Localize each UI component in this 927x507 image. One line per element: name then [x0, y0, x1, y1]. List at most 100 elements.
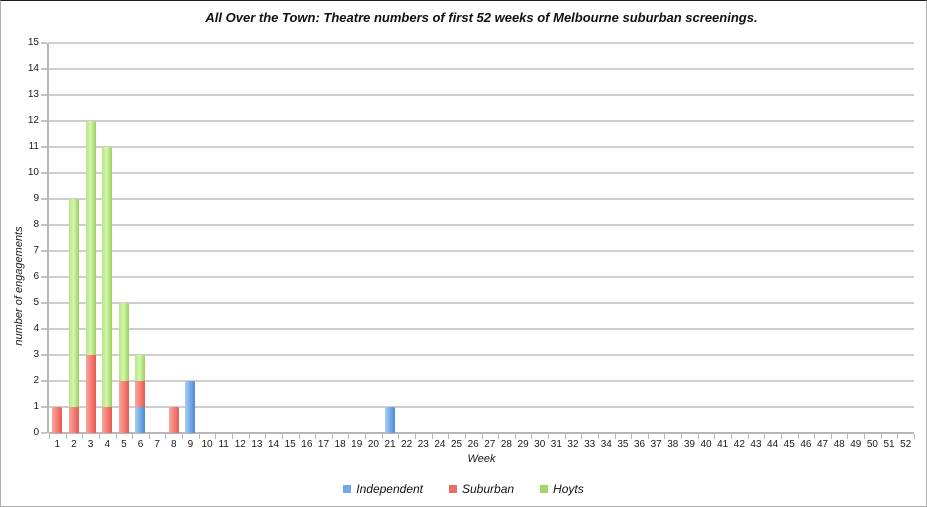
bar-week-5-suburban: [118, 381, 129, 433]
gridline: [49, 120, 914, 122]
x-tick-label: 6: [137, 439, 144, 450]
y-tick-label: 0: [33, 427, 39, 438]
x-tick: [198, 434, 200, 439]
bar-week-9-independent: [185, 381, 196, 433]
x-tick: [531, 434, 533, 439]
x-tick: [764, 434, 766, 439]
x-tick-label: 48: [833, 439, 845, 450]
y-tick: [41, 250, 47, 252]
y-tick: [41, 406, 47, 408]
x-tick-label: 24: [434, 439, 446, 450]
legend-item-independent: Independent: [343, 482, 423, 496]
x-tick-label: 16: [301, 439, 313, 450]
x-tick-label: 9: [187, 439, 194, 450]
x-tick: [747, 434, 749, 439]
gridline: [49, 354, 914, 356]
legend-swatch-suburban: [449, 485, 457, 493]
x-tick: [614, 434, 616, 439]
x-tick-label: 31: [550, 439, 562, 450]
x-tick-label: 14: [268, 439, 280, 450]
x-tick-label: 50: [866, 439, 878, 450]
y-tick-label: 15: [27, 37, 39, 48]
x-tick-label: 42: [733, 439, 745, 450]
x-tick: [847, 434, 849, 439]
x-tick: [148, 434, 150, 439]
gridline: [49, 172, 914, 174]
x-tick: [215, 434, 217, 439]
gridline: [49, 302, 914, 304]
x-tick: [697, 434, 699, 439]
x-tick: [631, 434, 633, 439]
x-tick-label: 28: [500, 439, 512, 450]
x-tick-label: 40: [700, 439, 712, 450]
x-tick: [664, 434, 666, 439]
gridline: [49, 250, 914, 252]
x-tick-label: 7: [154, 439, 160, 450]
gridline: [49, 328, 914, 330]
x-tick: [714, 434, 716, 439]
legend-swatch-hoyts: [540, 485, 549, 493]
x-tick-label: 43: [750, 439, 762, 450]
y-tick: [41, 276, 47, 278]
x-tick: [414, 434, 416, 439]
y-tick-label: 5: [33, 297, 39, 308]
y-tick: [41, 224, 47, 226]
x-tick: [365, 434, 367, 439]
y-tick-label: 9: [33, 193, 39, 204]
x-tick: [797, 434, 799, 439]
gridline: [49, 146, 914, 148]
x-tick: [647, 434, 649, 439]
x-tick: [597, 434, 599, 439]
x-tick: [49, 434, 50, 439]
x-tick: [431, 434, 433, 439]
bar-week-6-hoyts: [135, 355, 146, 381]
x-tick: [780, 434, 782, 439]
x-tick-label: 47: [816, 439, 829, 450]
gridline: [49, 276, 914, 278]
bar-week-6-suburban: [135, 381, 146, 407]
x-tick: [897, 434, 899, 439]
x-tick: [231, 434, 233, 439]
y-tick: [41, 172, 47, 174]
x-tick-label: 36: [633, 439, 646, 450]
x-tick: [298, 434, 300, 439]
x-tick-label: 12: [234, 439, 246, 450]
x-tick-label: 34: [600, 439, 612, 450]
x-tick-label: 38: [667, 439, 679, 450]
x-tick: [115, 434, 117, 439]
x-tick: [464, 434, 466, 439]
y-tick-label: 6: [33, 271, 39, 282]
x-tick-label: 8: [170, 439, 177, 450]
x-tick-label: 39: [683, 439, 695, 450]
x-tick: [514, 434, 516, 439]
y-tick-label: 2: [33, 375, 39, 386]
x-tick-label: 19: [351, 439, 363, 450]
bar-week-21-independent: [385, 407, 395, 433]
x-tick-label: 33: [584, 439, 596, 450]
gridline: [49, 198, 914, 200]
y-tick-label: 7: [33, 245, 39, 256]
legend-label-hoyts: Hoyts: [553, 482, 584, 496]
x-tick-label: 17: [317, 439, 330, 450]
y-tick: [41, 198, 47, 200]
bar-week-1-suburban: [52, 407, 63, 433]
x-tick: [331, 434, 333, 439]
bar-week-6-independent: [135, 407, 146, 433]
legend: Independent Suburban Hoyts: [1, 482, 926, 496]
x-tick-label: 22: [401, 439, 413, 450]
x-tick-label: 49: [850, 439, 862, 450]
x-tick: [681, 434, 683, 439]
gridline: [49, 380, 914, 382]
bar-week-2-hoyts: [68, 199, 79, 407]
x-tick-label: 51: [883, 439, 895, 450]
x-tick: [548, 434, 550, 439]
x-tick: [830, 434, 832, 439]
y-tick: [41, 328, 47, 330]
x-tick: [814, 434, 816, 439]
y-axis-line: [47, 43, 49, 433]
bar-week-2-suburban: [68, 407, 79, 433]
x-tick: [315, 434, 317, 439]
bar-week-3-hoyts: [85, 121, 96, 355]
x-tick-label: 2: [71, 439, 77, 450]
x-tick: [98, 434, 100, 439]
